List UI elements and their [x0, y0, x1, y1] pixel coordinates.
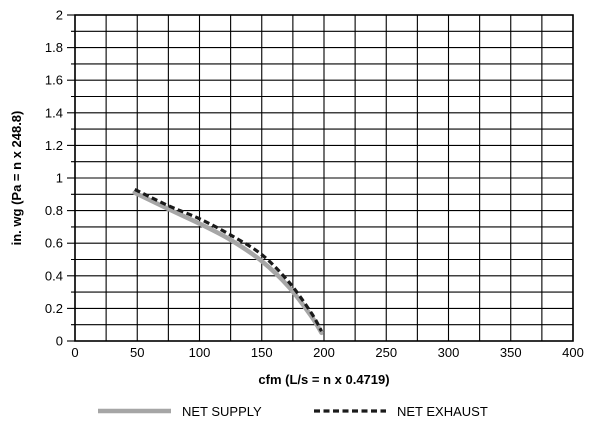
plot-series [132, 187, 324, 336]
x-axis-title: cfm (L/s = n x 0.4719) [258, 372, 389, 387]
net-supply-line [132, 190, 324, 336]
y-tick-label: 1.4 [45, 105, 63, 120]
x-tick-label: 100 [189, 345, 211, 360]
x-tick-label: 50 [130, 345, 144, 360]
x-tick-label: 200 [313, 345, 335, 360]
x-tick-label: 350 [500, 345, 522, 360]
y-tick-label: 2 [56, 8, 63, 23]
x-tick-label: 150 [251, 345, 273, 360]
net-exhaust-line [134, 187, 323, 332]
x-tick-label: 400 [562, 345, 584, 360]
grid [71, 14, 574, 342]
y-tick-label: 1.6 [45, 73, 63, 88]
y-tick-label: 0.4 [45, 268, 63, 283]
legend: NET SUPPLY NET EXHAUST [98, 404, 488, 419]
y-tick-label: 0 [56, 334, 63, 349]
legend-label-net-supply: NET SUPPLY [182, 404, 262, 419]
x-tick-label: 0 [71, 345, 78, 360]
y-tick-label: 0.2 [45, 301, 63, 316]
y-tick-label: 1 [56, 171, 63, 186]
y-tick-label: 0.8 [45, 203, 63, 218]
y-tick-label: 1.8 [45, 40, 63, 55]
x-tick-label: 250 [375, 345, 397, 360]
y-tick-label: 1.2 [45, 138, 63, 153]
y-axis-title: in. wg (Pa = n x 248.8) [9, 111, 24, 246]
legend-label-net-exhaust: NET EXHAUST [397, 404, 488, 419]
y-tick-label: 0.6 [45, 236, 63, 251]
axis-ticks: 0 0.2 0.4 0.6 0.8 1 1.2 1.4 1.6 1.8 2 0 50 100 150 200 2… [45, 8, 584, 361]
x-tick-label: 300 [438, 345, 460, 360]
